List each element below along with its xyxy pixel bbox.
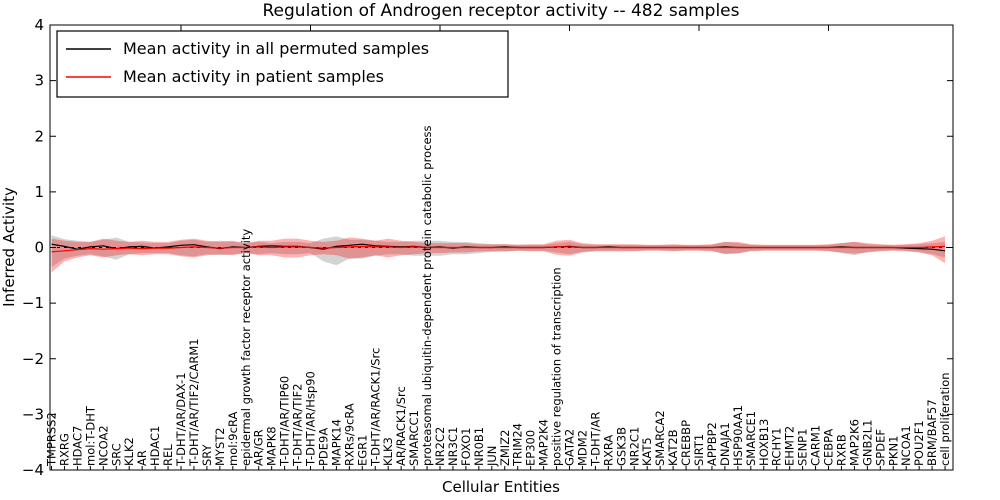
x-tick-label: NCOA2 (96, 425, 110, 466)
x-tick-label: mol:9cRA (226, 412, 240, 466)
x-tick-label: SPDEF (873, 429, 887, 466)
legend-label-patient: Mean activity in patient samples (123, 67, 384, 86)
x-tick-label: HDAC7 (70, 426, 84, 466)
x-tick-label: EGR1 (355, 435, 369, 467)
x-tick-label: TRIM24 (511, 423, 525, 467)
y-tick-label: 2 (34, 127, 44, 145)
y-tick-label: −1 (22, 294, 44, 312)
x-tick-label: CARM1 (809, 425, 823, 466)
x-tick-label: T-DHT/AR/Hsp90 (304, 371, 318, 467)
x-tick-label: RCHY1 (770, 428, 784, 466)
x-tick-label: T-DHT/AR/TIP60 (278, 376, 292, 467)
x-tick-label: KAT2B (666, 429, 680, 466)
series-lines (51, 243, 946, 253)
x-tick-label: GNB2L1 (860, 420, 874, 466)
x-tick-label: EP300 (524, 430, 538, 466)
series-line-patient (51, 245, 946, 253)
x-tick-label: ZMIZ2 (498, 430, 512, 466)
x-tick-label: REL (161, 444, 175, 466)
x-tick-label: POU2F1 (912, 420, 926, 466)
x-tick-label: NR2C2 (433, 427, 447, 466)
x-tick-label: HOXB13 (757, 419, 771, 466)
x-tick-label: MAP2K6 (847, 419, 861, 466)
x-tick-label: T-DHT/AR/TIF2/CARM1 (187, 338, 201, 467)
x-tick-label: SMARCA2 (653, 410, 667, 466)
x-tick-label: HDAC1 (148, 426, 162, 466)
x-tick-label: AR/GR (252, 429, 266, 466)
y-tick-label: 0 (34, 239, 44, 257)
x-tick-label: PKN1 (886, 436, 900, 466)
x-tick-label: mol:T-DHT (83, 405, 97, 466)
x-tick-label: SMARCE1 (744, 411, 758, 466)
x-tick-label: APPBP2 (705, 422, 719, 466)
x-tick-label: proteasomal ubiquitin-dependent protein … (420, 125, 434, 466)
x-tick-label: NR2C1 (627, 427, 641, 466)
x-tick-label: PDE9A (316, 428, 330, 466)
x-tick-label: JUN (485, 446, 499, 467)
x-tick-label: DNAJA1 (718, 422, 732, 466)
x-tick-label: RXRB (834, 434, 848, 466)
x-tick-label: T-DHT/AR/TIF2 (291, 383, 305, 467)
x-tick-label: NCOA1 (899, 425, 913, 466)
plot-border (49, 24, 954, 471)
x-axis-label: Cellular Entities (442, 478, 560, 496)
x-tick-label: RXRG (58, 433, 72, 466)
x-tick-label: AR (135, 450, 149, 466)
x-tick-label: GATA2 (563, 429, 577, 466)
x-tick-label: SENP1 (796, 429, 810, 466)
x-tick-label: MYST2 (213, 427, 227, 466)
y-tick-label: −3 (22, 405, 44, 423)
x-tick-label: HSP90AA1 (731, 405, 745, 466)
legend: Mean activity in all permuted samples Me… (56, 30, 509, 98)
x-tick-label: T-DHT/AR (588, 412, 602, 467)
y-tick-label: 3 (34, 72, 44, 90)
x-tick-label: BRM/BAF57 (925, 399, 939, 466)
y-tick-label: 4 (34, 16, 44, 34)
x-tick-label: SRC (109, 443, 123, 466)
x-tick-label: NR0B1 (472, 427, 486, 466)
x-tick-label: NR3C1 (446, 427, 460, 466)
x-tick-label: CEBPA (822, 429, 836, 466)
x-tick-label: MAPK14 (329, 419, 343, 466)
x-tick-label: SIRT1 (692, 434, 706, 466)
x-tick-label: GSK3B (614, 427, 628, 466)
y-tick-label: −4 (22, 461, 44, 479)
x-tick-label: TMPRSS2 (45, 412, 59, 467)
legend-label-permuted: Mean activity in all permuted samples (123, 39, 429, 58)
y-axis-label: Inferred Activity (0, 187, 18, 307)
x-tick-label: MAPK8 (265, 426, 279, 466)
band-permuted-samples-range (51, 235, 945, 267)
legend-box (56, 30, 509, 98)
x-tick-label: KLK2 (122, 437, 136, 466)
x-tick-label: AR/RACK1/Src (394, 386, 408, 466)
x-tick-label: KAT5 (640, 437, 654, 466)
x-tick-label: MDM2 (575, 430, 589, 466)
x-tick-label: RXRs/9cRA (342, 403, 356, 466)
x-tick-label: T-DHT/AR/RACK1/Src (368, 348, 382, 467)
x-tick-label: MAP2K4 (537, 419, 551, 466)
y-tick-label: 1 (34, 183, 44, 201)
x-tick-label: RXRA (601, 435, 615, 466)
x-tick-label: epidermal growth factor receptor activit… (239, 229, 253, 466)
chart-title: Regulation of Androgen receptor activity… (263, 1, 740, 21)
x-tick-label: FOXO1 (459, 428, 473, 466)
x-tick-label: T-DHT/AR/DAX-1 (174, 372, 188, 467)
y-tick-labels: −4 −3 −2 −1 0 1 2 3 4 (22, 16, 44, 479)
x-tick-label: cell proliferation (938, 372, 952, 466)
y-tick-label: −2 (22, 350, 44, 368)
x-tick-label: positive regulation of transcription (550, 267, 564, 466)
x-tick-label: SRY (200, 443, 214, 466)
x-tick-label: SMARCC1 (407, 410, 421, 466)
x-tick-label: CREBBP (679, 420, 693, 466)
x-tick-label: EHMT2 (783, 426, 797, 466)
x-tick-label: KLK3 (381, 437, 395, 466)
